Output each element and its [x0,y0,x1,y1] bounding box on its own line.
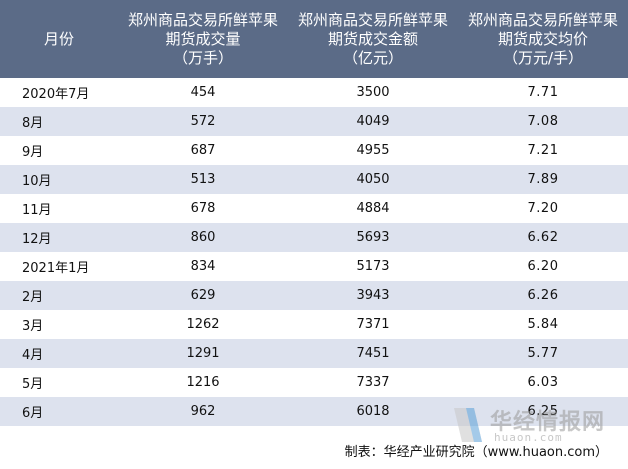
volume-cell: 513 [118,165,288,194]
column-header-line: 期货成交均价 [497,29,588,48]
amount-cell: 4050 [288,165,458,194]
avg-price-cell: 6.25 [458,397,628,426]
volume-cell: 860 [118,223,288,252]
amount-cell: 6018 [288,397,458,426]
volume-cell: 629 [118,281,288,310]
table-row: 5月 1216 7337 6.03 [0,368,628,397]
column-header-3: 郑州商品交易所鲜苹果 期货成交均价 （万元/手） [458,0,628,78]
header-row: 月份 郑州商品交易所鲜苹果 期货成交量 （万手） 郑州商品交易所鲜苹果 期货成交金额 （亿元… [0,0,628,78]
amount-cell: 5173 [288,252,458,281]
volume-cell: 1216 [118,368,288,397]
table-row: 2021年1月 834 5173 6.20 [0,252,628,281]
data-table: 月份 郑州商品交易所鲜苹果 期货成交量 （万手） 郑州商品交易所鲜苹果 期货成交金额 （亿元… [0,0,628,426]
column-header-line: （亿元） [342,48,403,67]
table-row: 2020年7月 454 3500 7.71 [0,78,628,107]
month-cell: 4月 [0,339,118,368]
month-cell: 8月 [0,107,118,136]
column-header-2: 郑州商品交易所鲜苹果 期货成交金额 （亿元） [288,0,458,78]
amount-cell: 3943 [288,281,458,310]
watermark: 华经情报网 huaon.com [452,402,612,448]
amount-cell: 7371 [288,310,458,339]
volume-cell: 1291 [118,339,288,368]
avg-price-cell: 6.20 [458,252,628,281]
column-header-line: 月份 [43,29,74,48]
month-cell: 6月 [0,397,118,426]
month-cell: 2月 [0,281,118,310]
amount-cell: 3500 [288,78,458,107]
month-cell: 2021年1月 [0,252,118,281]
table-row: 4月 1291 7451 5.77 [0,339,628,368]
avg-price-cell: 6.26 [458,281,628,310]
table-row: 9月 687 4955 7.21 [0,136,628,165]
volume-cell: 454 [118,78,288,107]
avg-price-cell: 7.08 [458,107,628,136]
amount-cell: 4955 [288,136,458,165]
column-header-line: 期货成交量 [165,29,241,48]
volume-cell: 678 [118,194,288,223]
avg-price-cell: 6.03 [458,368,628,397]
table-row: 3月 1262 7371 5.84 [0,310,628,339]
column-header-0: 月份 [0,0,118,78]
logo-icon [454,408,482,442]
amount-cell: 4884 [288,194,458,223]
avg-price-cell: 5.84 [458,310,628,339]
table-row: 11月 678 4884 7.20 [0,194,628,223]
table-body: 2020年7月 454 3500 7.71 8月 572 4049 7.08 9月 687 4955… [0,78,628,426]
avg-price-cell: 7.21 [458,136,628,165]
table-row: 10月 513 4050 7.89 [0,165,628,194]
month-cell: 3月 [0,310,118,339]
table-row: 2月 629 3943 6.26 [0,281,628,310]
column-header-line: 郑州商品交易所鲜苹果 [467,10,618,29]
month-cell: 5月 [0,368,118,397]
amount-cell: 7451 [288,339,458,368]
watermark-title: 华经情报网 [490,410,606,435]
month-cell: 9月 [0,136,118,165]
amount-cell: 7337 [288,368,458,397]
table-row: 8月 572 4049 7.08 [0,107,628,136]
table-header: 月份 郑州商品交易所鲜苹果 期货成交量 （万手） 郑州商品交易所鲜苹果 期货成交金额 （亿元… [0,0,628,78]
month-cell: 2020年7月 [0,78,118,107]
source-note: 制表：华经产业研究院（www.huaon.com） [344,445,608,460]
volume-cell: 572 [118,107,288,136]
avg-price-cell: 6.62 [458,223,628,252]
volume-cell: 962 [118,397,288,426]
month-cell: 12月 [0,223,118,252]
month-cell: 10月 [0,165,118,194]
volume-cell: 1262 [118,310,288,339]
column-header-line: （万手） [172,48,233,67]
volume-cell: 687 [118,136,288,165]
column-header-line: 郑州商品交易所鲜苹果 [127,10,278,29]
column-header-line: 期货成交金额 [327,29,418,48]
amount-cell: 4049 [288,107,458,136]
table-row: 12月 860 5693 6.62 [0,223,628,252]
column-header-line: 郑州商品交易所鲜苹果 [297,10,448,29]
amount-cell: 5693 [288,223,458,252]
column-header-1: 郑州商品交易所鲜苹果 期货成交量 （万手） [118,0,288,78]
table-row: 6月 962 6018 6.25 [0,397,628,426]
avg-price-cell: 5.77 [458,339,628,368]
avg-price-cell: 7.71 [458,78,628,107]
watermark-url: huaon.com [494,431,563,444]
avg-price-cell: 7.20 [458,194,628,223]
month-cell: 11月 [0,194,118,223]
avg-price-cell: 7.89 [458,165,628,194]
volume-cell: 834 [118,252,288,281]
column-header-line: （万元/手） [502,48,584,67]
